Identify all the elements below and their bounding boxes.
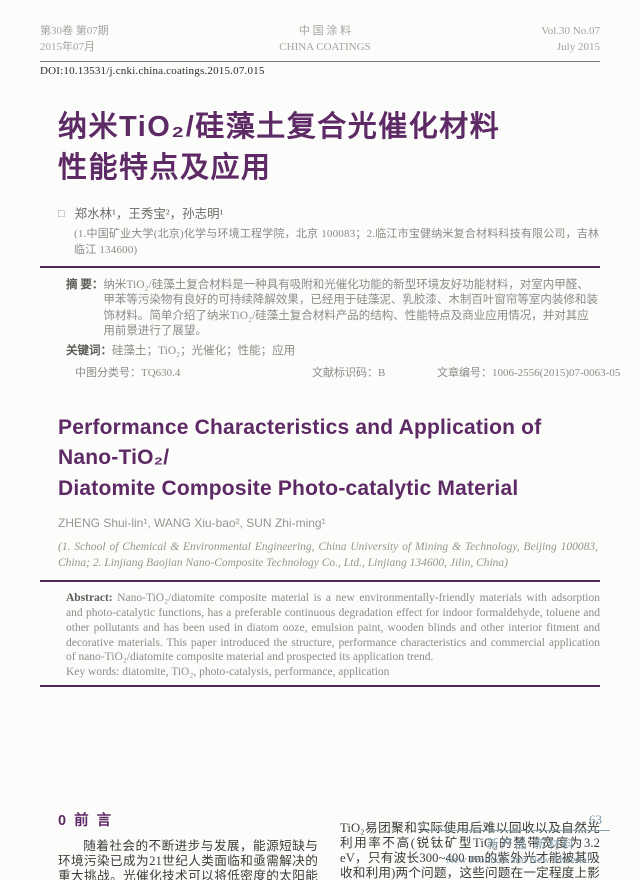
author-names-en: ZHENG Shui-lin¹, WANG Xiu-bao², SUN Zhi-… bbox=[58, 516, 326, 531]
journal-name-en: CHINA COATINGS bbox=[279, 40, 371, 53]
section-heading-intro: 0 前 言 bbox=[58, 813, 114, 829]
clc-number: 中图分类号：TQ630.4 bbox=[75, 366, 181, 379]
header-divider bbox=[40, 60, 600, 62]
keywords-en-text: diatomite, TiO₂, photo-catalysis, perfor… bbox=[119, 666, 390, 678]
footer-column-label-en: New Products and New Material bbox=[445, 854, 590, 866]
divider-under-keywords-en bbox=[40, 685, 600, 687]
article-title-en: Performance Characteristics and Applicat… bbox=[58, 413, 600, 504]
doi-line: DOI:10.13531/j.cnki.china.coatings.2015.… bbox=[40, 64, 265, 77]
abstract-en: Abstract: Nano-TiO₂/diatomite composite … bbox=[66, 591, 600, 665]
article-title-cn: 纳米TiO₂/硅藻土复合光催化材料 性能特点及应用 bbox=[58, 107, 600, 189]
abstract-en-text: Nano-TiO₂/diatomite composite material i… bbox=[66, 592, 600, 664]
page-number: 63 bbox=[589, 812, 602, 827]
article-title-en-line2: Diatomite Composite Photo-catalytic Mate… bbox=[58, 476, 519, 500]
header-journal-name: 中 国 涂 料 CHINA COATINGS bbox=[279, 24, 370, 56]
abstract-cn-label: 摘 要： bbox=[66, 279, 104, 292]
header-issue-cn: 第30卷 第07期 2015年07月 bbox=[40, 24, 109, 56]
header-date-cn: 2015年07月 bbox=[40, 40, 95, 53]
keywords-en: Key words: diatomite, TiO₂, photo-cataly… bbox=[66, 666, 600, 678]
abstract-cn: 摘 要： 纳米TiO₂/硅藻土复合材料是一种具有吸附和光催化功能的新型环境友好功… bbox=[66, 278, 600, 339]
footer-column-label-cn: 新产品 新材料 bbox=[486, 837, 576, 851]
page-footer: 63 新产品 新材料 New Products and New Material bbox=[420, 812, 610, 866]
author-marker-icon: □ bbox=[58, 208, 65, 221]
author-names-cn: 郑水林¹，王秀宝²，孙志明¹ bbox=[74, 207, 224, 222]
intro-paragraph-left: 随着社会的不断进步与发展，能源短缺与环境污染已成为21世纪人类面临和亟需解决的重… bbox=[58, 839, 318, 880]
keywords-cn-label: 关键词： bbox=[66, 344, 112, 357]
affiliation-en: (1. School of Chemical & Environmental E… bbox=[58, 541, 598, 570]
header-volume-en: Vol.30 No.07 bbox=[541, 25, 600, 37]
abstract-en-label: Abstract: bbox=[66, 592, 113, 605]
header-volume-cn: 第30卷 第07期 bbox=[40, 25, 109, 37]
header-date-en: July 2015 bbox=[556, 40, 600, 53]
divider-under-authors bbox=[40, 266, 600, 269]
footer-divider bbox=[420, 830, 610, 831]
body-columns: 0 前 言 随着社会的不断进步与发展，能源短缺与环境污染已成为21世纪人类面临和… bbox=[58, 809, 600, 880]
affiliation-cn: (1.中国矿业大学(北京)化学与环境工程学院，北京 100083；2.临江市宝健… bbox=[74, 228, 600, 257]
body-column-left: 0 前 言 随着社会的不断进步与发展，能源短缺与环境污染已成为21世纪人类面临和… bbox=[58, 809, 318, 880]
keywords-en-label: Key words: bbox=[66, 666, 120, 678]
article-title-en-line1: Performance Characteristics and Applicat… bbox=[58, 415, 542, 470]
article-title-cn-line2: 性能特点及应用 bbox=[58, 152, 272, 185]
header-issue-en: Vol.30 No.07 July 2015 bbox=[541, 24, 600, 56]
abstract-cn-text: 纳米TiO₂/硅藻土复合材料是一种具有吸附和光催化功能的新型环境友好功能材料，对… bbox=[103, 279, 598, 337]
article-title-cn-line1: 纳米TiO₂/硅藻土复合光催化材料 bbox=[58, 110, 501, 143]
keywords-cn-text: 硅藻土；TiO₂；光催化；性能；应用 bbox=[112, 344, 296, 357]
journal-header: 第30卷 第07期 2015年07月 中 国 涂 料 CHINA COATING… bbox=[40, 24, 600, 56]
article-id: 文章编号：1006-2556(2015)07-0063-05 bbox=[437, 366, 621, 379]
body-column-right: TiO₂易团聚和实际使用后难以回收以及自然光利用率不高(锐钛矿型TiO₂的禁带宽… bbox=[340, 809, 600, 880]
keywords-cn: 关键词： 硅藻土；TiO₂；光催化；性能；应用 bbox=[66, 342, 600, 358]
authors-cn: □ 郑水林¹，王秀宝²，孙志明¹ bbox=[58, 203, 600, 222]
intro-paragraph-right: TiO₂易团聚和实际使用后难以回收以及自然光利用率不高(锐钛矿型TiO₂的禁带宽… bbox=[340, 821, 600, 880]
journal-name-cn: 中 国 涂 料 bbox=[298, 25, 352, 37]
divider-under-affiliation-en bbox=[40, 580, 600, 583]
document-code: 文献标识码：B bbox=[312, 366, 386, 379]
article-meta-cn: 中图分类号：TQ630.4 文献标识码：B 文章编号：1006-2556(201… bbox=[40, 364, 620, 379]
